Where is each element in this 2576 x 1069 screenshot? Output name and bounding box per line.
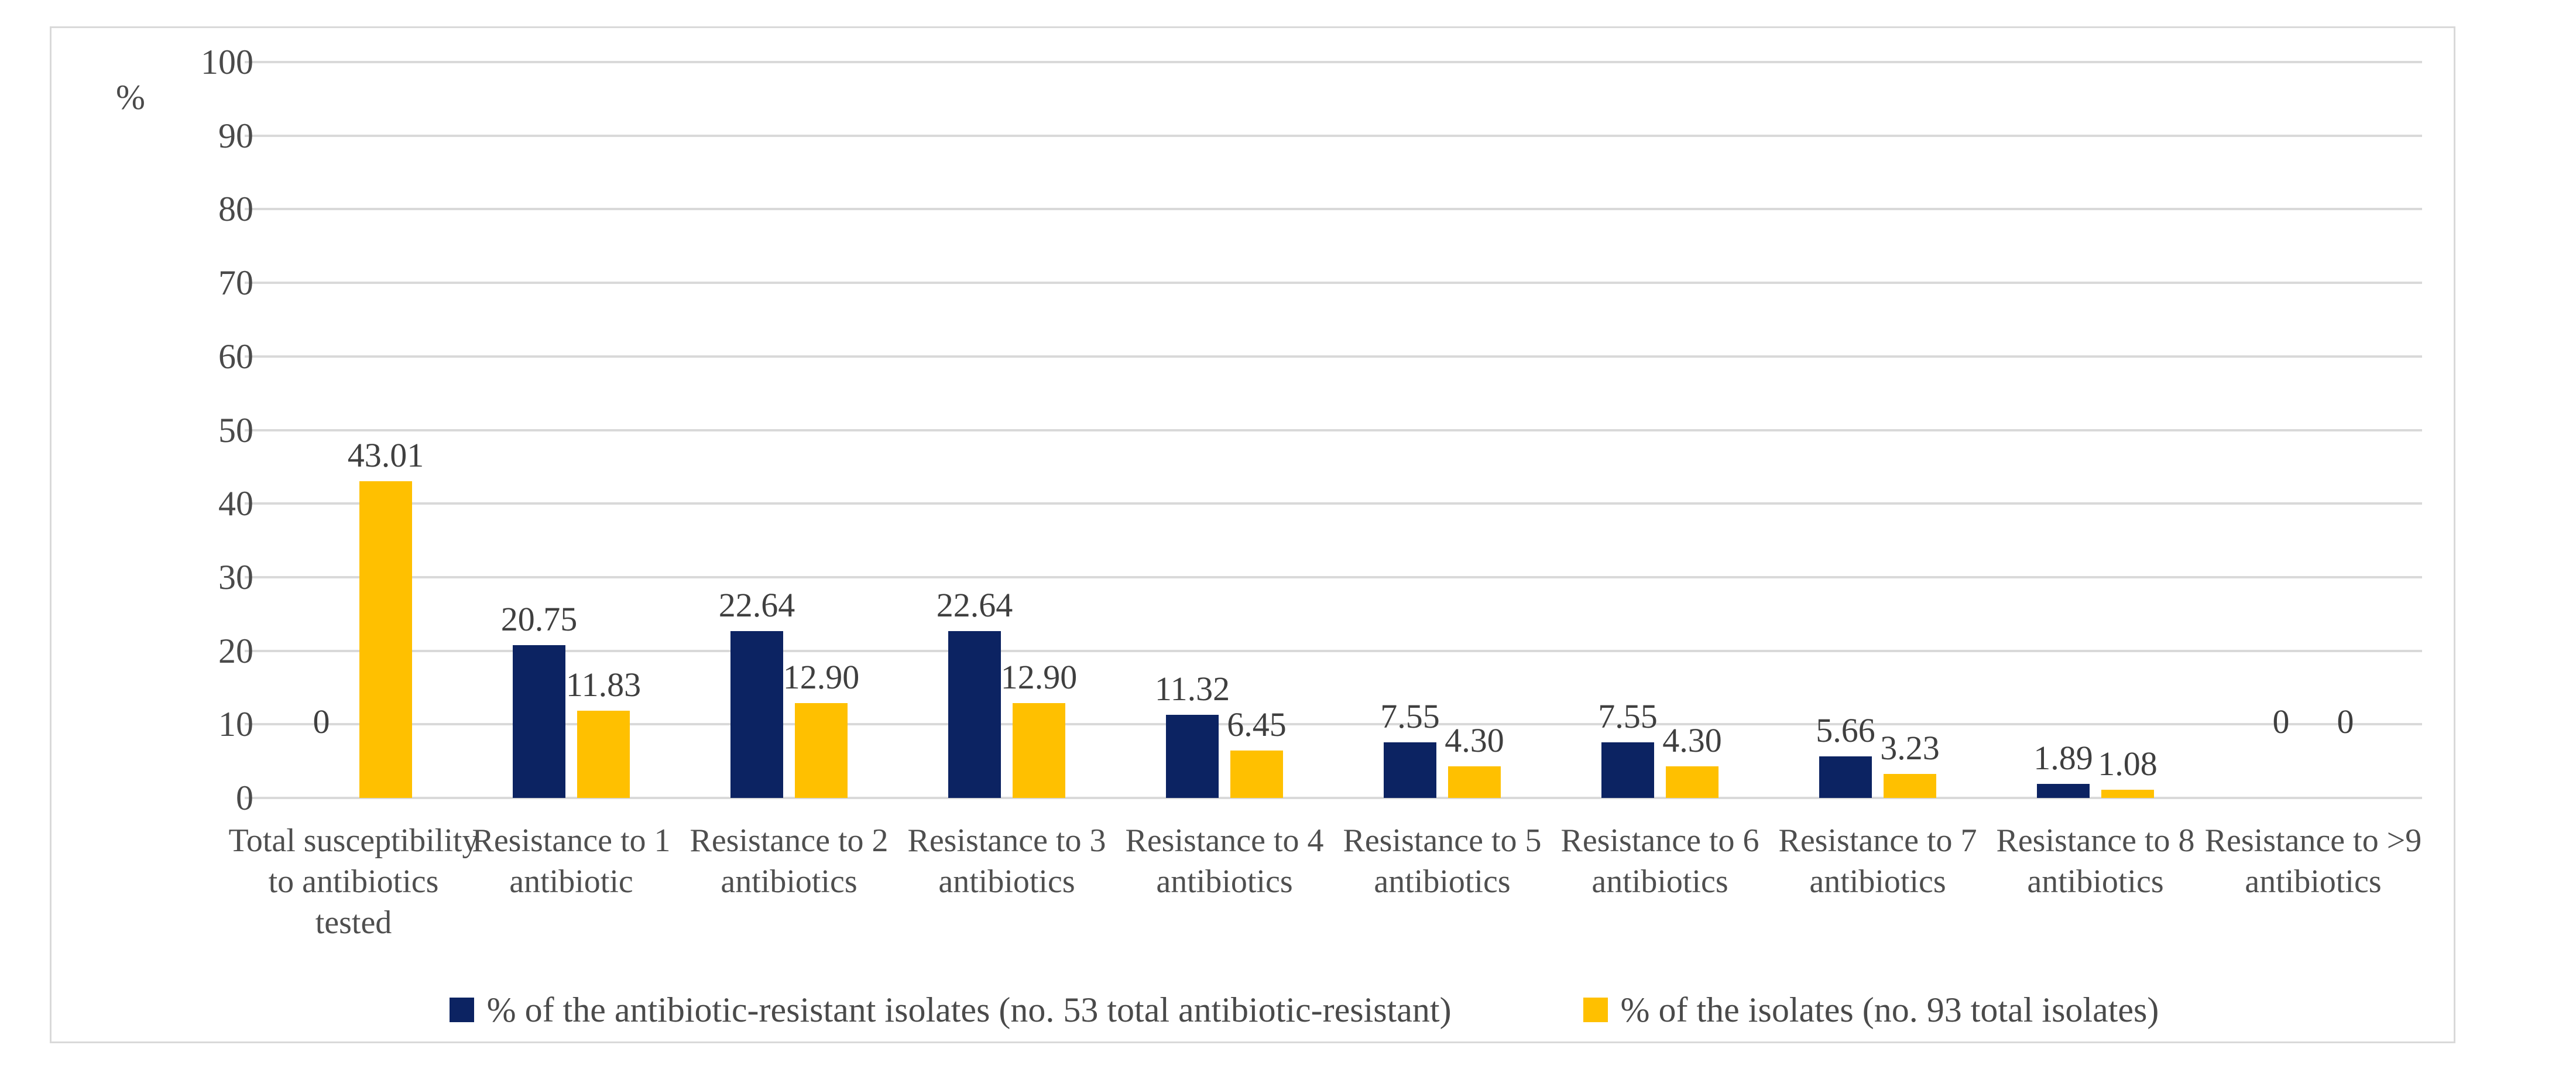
data-label-series-1-cat-9: 1.08 xyxy=(2098,745,2157,783)
category-label-7: Resistance to 6 antibiotics xyxy=(1560,823,1759,900)
gridline-10 xyxy=(245,723,2422,726)
legend-item-2: % of the isolates (no. 93 total isolates… xyxy=(1583,990,2159,1030)
legend-marker-icon xyxy=(449,998,474,1022)
bar-series-1-cat-6 xyxy=(1448,766,1501,798)
bar-series-1-cat-4 xyxy=(1013,703,1065,798)
y-axis-tick-label: 100 xyxy=(201,43,253,81)
data-label-series-1-cat-8: 3.23 xyxy=(1880,729,1940,768)
y-axis-title: % xyxy=(116,78,145,117)
bar-series-0-cat-6 xyxy=(1384,742,1436,798)
category-label-2: Resistance to 1 antibiotic xyxy=(472,823,671,900)
data-label-series-1-cat-3: 12.90 xyxy=(783,657,860,696)
y-axis-tick-label: 10 xyxy=(218,705,253,744)
gridline-40 xyxy=(245,502,2422,505)
y-axis-tick-label: 80 xyxy=(218,190,253,229)
gridline-30 xyxy=(245,575,2422,578)
legend-item-label: % of the isolates (no. 93 total isolates… xyxy=(1620,990,2159,1029)
y-axis-tick-label: 70 xyxy=(218,263,253,303)
bar-series-0-cat-8 xyxy=(1819,756,1872,798)
data-label-series-0-cat-3: 22.64 xyxy=(718,586,795,625)
category-label-3: Resistance to 2 antibiotics xyxy=(690,823,889,900)
legend-item-label: % of the antibiotic-resistant isolates (… xyxy=(486,990,1452,1029)
data-label-series-1-cat-10: 0 xyxy=(2337,703,2354,741)
y-axis-tick-label: 0 xyxy=(236,779,253,817)
bar-series-0-cat-7 xyxy=(1601,742,1654,798)
y-axis-tick-label: 90 xyxy=(218,116,253,155)
data-label-series-1-cat-1: 43.01 xyxy=(347,436,424,475)
data-label-series-0-cat-5: 11.32 xyxy=(1154,669,1230,708)
gridline-60 xyxy=(245,355,2422,358)
bar-series-1-cat-3 xyxy=(795,703,848,798)
gridline-20 xyxy=(245,649,2422,652)
bar-series-1-cat-7 xyxy=(1666,766,1719,798)
category-label-10: Resistance to >9 antibiotics xyxy=(2204,823,2422,900)
y-axis-tick-label: 60 xyxy=(218,337,253,376)
data-label-series-1-cat-4: 12.90 xyxy=(1000,657,1078,696)
bar-series-0-cat-9 xyxy=(2037,784,2090,798)
category-label-9: Resistance to 8 antibiotics xyxy=(1996,823,2195,900)
category-label-4: Resistance to 3 antibiotics xyxy=(907,823,1106,900)
gridline-0 xyxy=(245,797,2422,799)
bar-series-1-cat-2 xyxy=(577,711,630,798)
data-label-series-0-cat-6: 7.55 xyxy=(1380,697,1440,736)
data-label-series-0-cat-9: 1.89 xyxy=(2033,739,2093,777)
data-label-series-0-cat-1: 0 xyxy=(313,703,330,741)
data-label-series-1-cat-5: 6.45 xyxy=(1227,705,1287,743)
data-label-series-1-cat-2: 11.83 xyxy=(565,666,642,704)
category-label-5: Resistance to 4 antibiotics xyxy=(1125,823,1324,900)
y-axis-tick-label: 40 xyxy=(218,484,253,523)
data-label-series-0-cat-2: 20.75 xyxy=(500,600,578,639)
bar-series-1-cat-9 xyxy=(2101,790,2154,798)
y-axis-tick-label: 30 xyxy=(218,557,253,597)
y-axis-tick-label: 50 xyxy=(218,410,253,450)
chart-frame: % % of the antibiotic-resistant isolates… xyxy=(50,26,2455,1043)
data-label-series-1-cat-7: 4.30 xyxy=(1662,721,1722,759)
bar-series-0-cat-5 xyxy=(1166,714,1219,798)
legend-item-1: % of the antibiotic-resistant isolates (… xyxy=(449,990,1452,1030)
category-label-8: Resistance to 7 antibiotics xyxy=(1778,823,1977,900)
bar-series-0-cat-2 xyxy=(513,645,565,798)
gridline-80 xyxy=(245,208,2422,211)
gridline-100 xyxy=(245,61,2422,63)
legend: % of the antibiotic-resistant isolates (… xyxy=(101,984,2507,1036)
data-label-series-0-cat-7: 7.55 xyxy=(1598,697,1658,736)
data-label-series-1-cat-6: 4.30 xyxy=(1445,721,1504,759)
y-axis-tick-label: 20 xyxy=(218,631,253,670)
legend-marker-icon xyxy=(1583,998,1608,1022)
bar-series-0-cat-3 xyxy=(730,631,783,798)
bar-series-0-cat-4 xyxy=(948,631,1001,798)
data-label-series-0-cat-4: 22.64 xyxy=(936,586,1013,625)
bar-series-1-cat-8 xyxy=(1884,774,1936,798)
data-label-series-0-cat-10: 0 xyxy=(2272,703,2290,741)
bar-series-1-cat-5 xyxy=(1230,750,1283,798)
category-label-1: Total susceptibility to antibiotics test… xyxy=(228,823,479,941)
data-label-series-0-cat-8: 5.66 xyxy=(1816,711,1875,749)
bar-series-1-cat-1 xyxy=(359,481,412,798)
category-label-6: Resistance to 5 antibiotics xyxy=(1343,823,1542,900)
gridline-70 xyxy=(245,282,2422,285)
gridline-90 xyxy=(245,134,2422,137)
gridline-50 xyxy=(245,429,2422,431)
